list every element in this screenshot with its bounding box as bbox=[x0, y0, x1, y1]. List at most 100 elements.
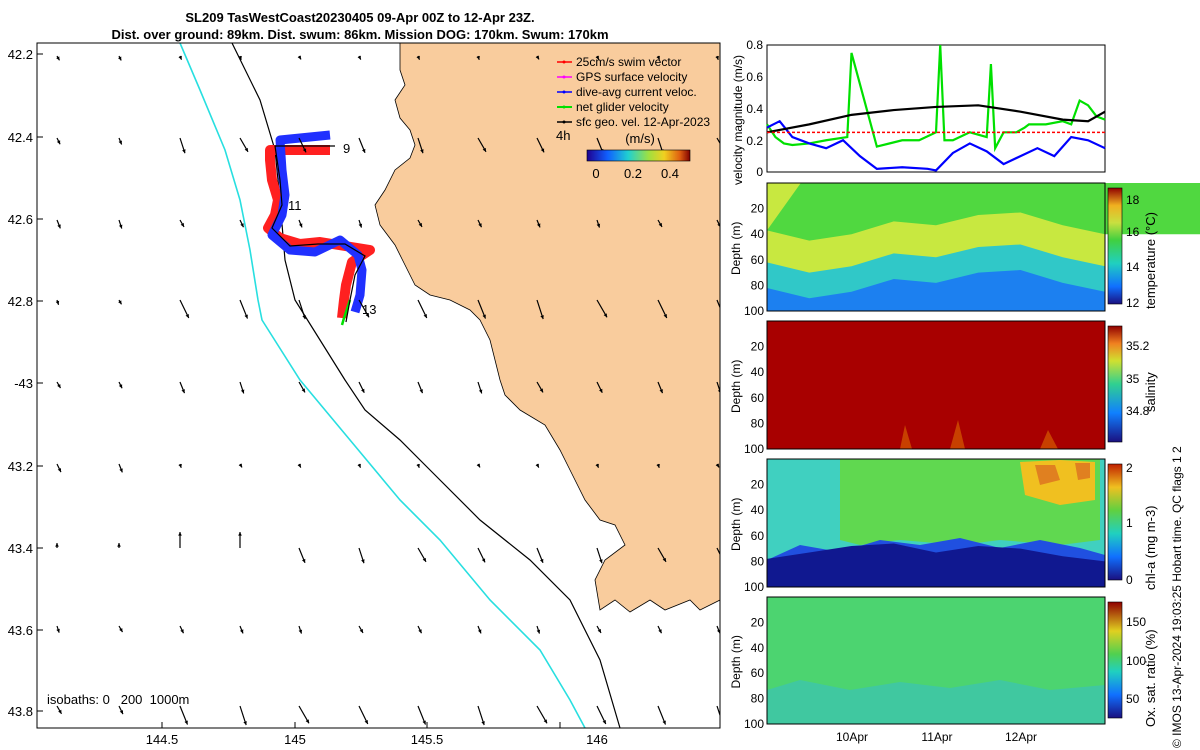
geo-velocity-arrowhead bbox=[478, 389, 483, 394]
geo-velocity-arrowhead bbox=[56, 140, 61, 145]
geo-velocity-arrowhead bbox=[422, 720, 426, 725]
geo-velocity-arrowhead bbox=[298, 629, 303, 634]
isobath-200m bbox=[231, 43, 621, 728]
lon-tick-label: 144.5 bbox=[146, 732, 179, 747]
geostrophic-arrow-field bbox=[55, 55, 725, 726]
geo-velocity-arrowhead bbox=[182, 149, 186, 154]
geo-velocity-arrowhead bbox=[180, 222, 184, 227]
geo-velocity-arrowhead bbox=[357, 55, 361, 60]
isobaths-label: isobaths: 0 200 1000m bbox=[47, 692, 189, 707]
geo-velocity-arrowhead bbox=[118, 140, 122, 145]
geo-velocity-arrowhead bbox=[119, 628, 123, 633]
geo-velocity-arrowhead bbox=[422, 557, 426, 562]
geo-velocity-arrowhead bbox=[185, 313, 189, 318]
geo-velocity-arrowhead bbox=[418, 629, 422, 634]
geo-velocity-arrowhead bbox=[656, 463, 660, 468]
geo-velocity-arrowhead bbox=[418, 222, 422, 227]
speed-colorbar-tick: 0.2 bbox=[624, 166, 642, 181]
geo-velocity-arrow bbox=[716, 299, 720, 310]
geo-velocity-arrowhead bbox=[305, 719, 309, 724]
geo-velocity-arrowhead bbox=[119, 468, 123, 473]
geo-velocity-arrowhead bbox=[663, 313, 667, 318]
geo-velocity-arrowhead bbox=[240, 223, 244, 228]
net-glider-velocity bbox=[340, 299, 352, 326]
lat-tick-label: 43.4 bbox=[8, 541, 33, 556]
geo-velocity-arrowhead bbox=[118, 384, 123, 389]
geo-velocity-arrowhead bbox=[722, 148, 725, 152]
geo-velocity-arrowhead bbox=[543, 719, 547, 724]
imos-credit: © IMOS 13-Apr-2024 19:03:25 Hobart time.… bbox=[1170, 446, 1184, 748]
geo-velocity-arrowhead bbox=[364, 719, 368, 724]
geo-velocity-arrowhead bbox=[603, 313, 607, 318]
geo-velocity-arrowhead bbox=[599, 388, 603, 393]
colorbar-unit: (m/s) bbox=[625, 131, 655, 146]
geo-velocity-arrowhead bbox=[478, 223, 482, 228]
legend-time-label: 4h bbox=[556, 128, 570, 143]
geo-velocity-arrow bbox=[716, 381, 720, 394]
glider-track bbox=[263, 130, 375, 326]
geo-velocity-arrowhead bbox=[717, 223, 720, 227]
geo-velocity-arrowhead bbox=[56, 628, 60, 633]
geo-velocity-arrowhead bbox=[361, 388, 365, 393]
geo-velocity-arrowhead bbox=[659, 389, 663, 394]
geo-velocity-arrow bbox=[716, 547, 720, 556]
legend-swim-vector: 25cm/s swim vector bbox=[576, 55, 681, 69]
geo-velocity-arrowhead bbox=[365, 313, 369, 318]
geo-velocity-arrow bbox=[716, 705, 720, 718]
geo-velocity-arrowhead bbox=[482, 314, 486, 319]
geo-velocity-arrowhead bbox=[662, 720, 666, 725]
geo-velocity-arrowhead bbox=[57, 384, 61, 389]
lat-tick-label: -43 bbox=[14, 376, 33, 391]
geo-velocity-arrowhead bbox=[358, 223, 363, 228]
geo-velocity-arrowhead bbox=[184, 720, 188, 725]
geo-velocity-arrowhead bbox=[536, 629, 541, 634]
geo-velocity-arrowhead bbox=[416, 463, 420, 468]
land-area bbox=[374, 43, 720, 613]
geo-velocity-arrowhead bbox=[420, 149, 424, 154]
geo-velocity-arrowhead bbox=[361, 148, 366, 153]
geo-velocity-arrowhead bbox=[535, 463, 539, 468]
geo-velocity-arrowhead bbox=[481, 558, 486, 563]
geo-velocity-arrowhead bbox=[244, 147, 248, 152]
geo-velocity-arrowhead bbox=[361, 559, 365, 564]
geo-velocity-arrowhead bbox=[119, 710, 124, 715]
geo-velocity-arrowhead bbox=[298, 223, 303, 228]
track-label-11: 11 bbox=[288, 198, 302, 213]
geo-velocity-arrowhead bbox=[423, 313, 427, 318]
geo-velocity-arrowhead bbox=[55, 300, 60, 305]
geo-velocity-arrowhead bbox=[117, 56, 122, 61]
geo-velocity-arrowhead bbox=[357, 463, 361, 468]
geo-velocity-arrowhead bbox=[56, 56, 60, 61]
legend-gps-velocity: GPS surface velocity bbox=[576, 70, 687, 84]
geo-velocity-arrowhead bbox=[535, 55, 539, 60]
geo-velocity-arrowhead bbox=[721, 558, 724, 562]
geo-velocity-arrowhead bbox=[297, 463, 301, 468]
geo-velocity-arrowhead bbox=[595, 463, 599, 468]
lat-tick-label: 43.2 bbox=[8, 459, 33, 474]
lat-tick-label: 43.8 bbox=[8, 704, 33, 719]
geo-velocity-arrowhead bbox=[180, 629, 184, 634]
geo-velocity-arrowhead bbox=[599, 559, 603, 564]
speed-colorbar-tick: 0.4 bbox=[661, 166, 679, 181]
geo-velocity-arrowhead bbox=[536, 223, 541, 228]
track-label-13: 13 bbox=[362, 302, 376, 317]
geo-velocity-arrowhead bbox=[716, 629, 720, 634]
geo-velocity-arrowhead bbox=[539, 388, 543, 393]
geo-velocity-arrow bbox=[716, 137, 720, 145]
geo-velocity-arrowhead bbox=[597, 628, 601, 633]
geo-velocity-arrowhead bbox=[178, 463, 182, 468]
geo-velocity-arrowhead bbox=[55, 543, 59, 547]
geo-velocity-arrowhead bbox=[539, 558, 544, 563]
legend-net-glider: net glider velocity bbox=[576, 100, 669, 114]
geo-velocity-arrowhead bbox=[540, 315, 544, 320]
legend-dive-avg: dive-avg current veloc. bbox=[576, 85, 697, 99]
lat-tick-label: 42.2 bbox=[8, 47, 33, 62]
geo-velocity-arrowhead bbox=[482, 147, 486, 152]
geo-velocity-arrowhead bbox=[715, 463, 719, 468]
geo-velocity-arrowhead bbox=[595, 55, 599, 60]
geo-velocity-arrowhead bbox=[238, 463, 242, 468]
plot-title-line1: SL209 TasWestCoast20230405 09-Apr 00Z to… bbox=[185, 10, 535, 25]
geo-velocity-arrowhead bbox=[717, 389, 720, 393]
geo-velocity-arrowhead bbox=[118, 224, 123, 229]
lat-tick-label: 42.4 bbox=[8, 130, 33, 145]
